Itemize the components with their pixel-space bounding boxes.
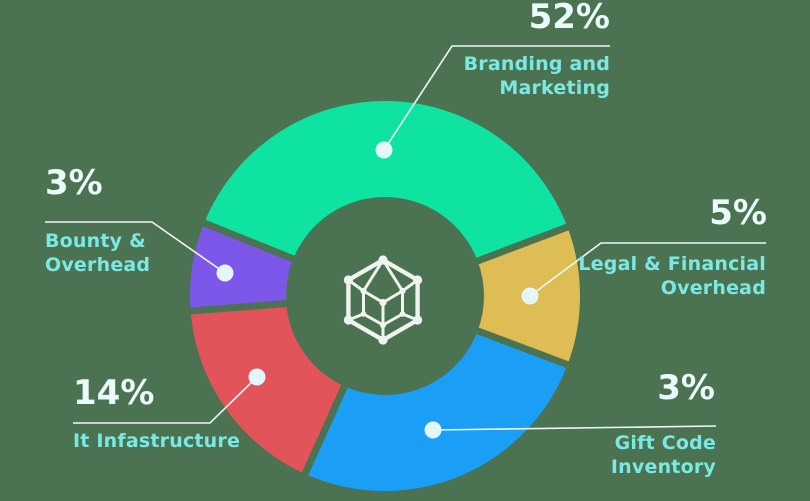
- callout-bounty-label: Bounty & Overhead: [45, 230, 151, 276]
- callout-branding-percent: 52%: [528, 0, 610, 37]
- callout-gift-code-label: Gift Code Inventory: [610, 432, 716, 478]
- callout-line-legal: [529, 242, 766, 297]
- callout-gift-code-percent: 3%: [657, 368, 715, 408]
- segment-it-infastructure: [190, 303, 345, 474]
- segment-gap: [470, 221, 575, 267]
- segment-gap: [197, 217, 301, 265]
- callout-dot-bounty: [216, 264, 234, 282]
- callout-it-infastructure-percent: 14%: [73, 373, 155, 413]
- callout-legal-percent: 5%: [709, 193, 767, 233]
- callout-line-branding: [383, 45, 610, 151]
- segment-branding-and-marketing: [204, 101, 568, 262]
- callout-it-infastructure-label: It Infastructure: [73, 430, 241, 452]
- segment-gift-code-inventory: [305, 330, 568, 492]
- callout-line-it: [73, 376, 258, 424]
- segment-gap: [184, 299, 293, 315]
- callout-lines: [45, 45, 766, 439]
- callout-line-gift: [432, 425, 717, 431]
- callout-dot-gift: [424, 421, 442, 439]
- callout-dot-legal: [521, 287, 539, 305]
- callout-line-bounty: [45, 221, 226, 274]
- callout-dot-branding: [375, 141, 393, 159]
- segment-gap: [470, 325, 575, 370]
- blockchain-cube-icon: [343, 255, 423, 345]
- donut-segments: [184, 101, 580, 492]
- callout-dot-it: [248, 368, 266, 386]
- callout-bounty-percent: 3%: [45, 163, 103, 203]
- callout-branding-label: Branding and Marketing: [463, 53, 610, 99]
- segment-gap: [299, 379, 351, 481]
- callout-legal-label: Legal & Financial Overhead: [578, 253, 766, 299]
- segment-bounty-overhead: [190, 222, 294, 311]
